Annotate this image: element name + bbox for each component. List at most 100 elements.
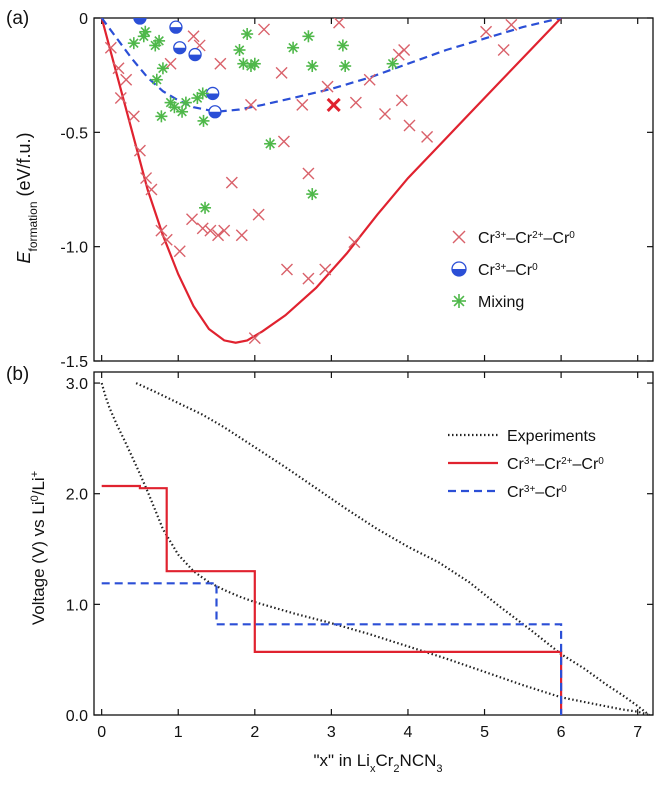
mixing-point <box>139 25 152 38</box>
red-x-point <box>133 144 146 157</box>
red-x-point <box>252 208 265 221</box>
b-y-tick-label: 0.0 <box>66 708 88 725</box>
red-x-point <box>104 41 117 54</box>
red-x-point <box>378 108 391 121</box>
red-x-point <box>112 62 125 75</box>
mixing-point <box>197 114 210 127</box>
expCharge-line <box>135 382 650 715</box>
panel-b-x-axis-label: "x" in LixCr2NCN3 <box>313 751 442 775</box>
mixing-point <box>386 57 399 70</box>
red-x-point <box>186 213 199 226</box>
b-y-tick-label: 2.0 <box>66 487 88 504</box>
red-x-point <box>280 263 293 276</box>
blueHull-curve <box>100 18 562 113</box>
b-y-tick-label: 1.0 <box>66 597 88 614</box>
red-x-point <box>127 110 140 123</box>
red-x-point <box>296 98 309 111</box>
panel-b-y-axis-label: Voltage (V) vs Li0/Li+ <box>29 471 48 625</box>
red-x-point <box>145 183 158 196</box>
panel-a: 0 -0.5 -1.0 -1.5 Cr3+–Cr2+–Cr0 Cr3+–Cr0 Mixin… <box>14 11 654 371</box>
legend-b-label-exp: Experiments <box>507 428 596 445</box>
b-x-tick-label: 4 <box>404 724 413 741</box>
red-x-point <box>275 66 288 79</box>
legend-b-label-blue: Cr3+–Cr0 <box>507 484 567 502</box>
legend-half-circle-icon <box>451 261 467 277</box>
mixing-point <box>248 57 261 70</box>
legend-a-label-green: Mixing <box>478 294 524 311</box>
b-x-tick-label: 6 <box>557 724 566 741</box>
a-y-tick-label: -1.0 <box>60 240 88 257</box>
red-x-point <box>505 18 518 31</box>
red-x-point <box>349 96 362 109</box>
red-x-point <box>421 130 434 143</box>
panel-b-ticks: 0 1 2 3 4 5 6 7 0.0 1.0 2.0 3.0 <box>66 372 653 741</box>
blue-half-circle-point <box>169 20 183 34</box>
red-x-point <box>363 73 376 86</box>
red-x-point <box>277 135 290 148</box>
mixing-point <box>306 188 319 201</box>
red-x-point <box>333 18 346 29</box>
red-x-point <box>196 222 209 235</box>
red-x-point <box>160 233 173 246</box>
legend-b-label-red: Cr3+–Cr2+–Cr0 <box>507 456 604 474</box>
mixing-point <box>196 87 209 100</box>
blue-half-circle-point <box>206 86 220 101</box>
red-x-point <box>319 263 332 276</box>
panel-b-frame <box>93 371 654 716</box>
b-x-tick-label: 3 <box>327 724 336 741</box>
legend-red-x-icon <box>452 230 466 244</box>
red-x-point <box>120 73 133 86</box>
red-x-point <box>248 332 261 345</box>
red-x-point <box>395 94 408 107</box>
legend-a-label-blue: Cr3+–Cr0 <box>478 262 538 280</box>
red-x-point <box>258 23 270 36</box>
mixing-point <box>153 34 166 47</box>
mixing-point <box>339 60 352 73</box>
red-x-point <box>244 98 257 111</box>
red-x-point <box>114 92 127 105</box>
b-x-tick-label: 7 <box>633 724 642 741</box>
mixing-point <box>302 30 315 43</box>
red-x-point <box>403 119 416 132</box>
mixing-point <box>287 41 300 54</box>
panel-b-curves <box>100 382 650 715</box>
panel-b-legend: Experiments Cr3+–Cr2+–Cr0 Cr3+–Cr0 <box>448 428 604 501</box>
blue-half-circle-point <box>188 47 202 62</box>
blue-half-circle-point <box>208 105 222 119</box>
redHull-curve <box>100 18 562 344</box>
panel-a-label: (a) <box>6 8 29 29</box>
red-x-point <box>155 224 168 237</box>
mixing-point <box>155 110 168 123</box>
mixing-point <box>150 73 163 86</box>
blue-half-circle-point <box>173 41 187 55</box>
red-x-point <box>212 229 225 242</box>
red-x-point <box>225 176 238 189</box>
panel-b: 0 1 2 3 4 5 6 7 0.0 1.0 2.0 3.0 Experiments Cr3+–Cr2… <box>29 371 654 775</box>
mixing-point <box>264 137 277 150</box>
a-y-tick-label: -0.5 <box>60 125 88 142</box>
mixing-point <box>199 201 212 214</box>
panel-b-label: (b) <box>6 364 29 385</box>
mixing-point <box>241 28 254 41</box>
red-x-point <box>302 272 315 285</box>
red-x-point <box>302 167 315 180</box>
red-x-point <box>204 224 217 237</box>
a-y-tick-label: -1.5 <box>60 354 88 371</box>
b-x-tick-label: 0 <box>97 724 106 741</box>
panel-a-y-axis-label: Eformation (eV/f.u.) <box>14 132 40 263</box>
panel-a-marks <box>104 18 518 345</box>
mixing-point <box>179 96 192 109</box>
red-x-point <box>140 172 153 185</box>
red-x-point <box>214 57 227 70</box>
mixing-point <box>127 37 140 50</box>
panel-a-curves <box>100 18 562 344</box>
a-y-tick-label: 0 <box>79 11 88 28</box>
legend-asterisk-icon <box>452 294 466 308</box>
b-x-tick-label: 2 <box>250 724 259 741</box>
b-y-tick-label: 3.0 <box>66 376 88 393</box>
mixing-point <box>237 57 250 70</box>
panel-a-frame <box>93 17 654 362</box>
red-x-point <box>480 25 493 38</box>
red-x-point <box>235 229 248 242</box>
